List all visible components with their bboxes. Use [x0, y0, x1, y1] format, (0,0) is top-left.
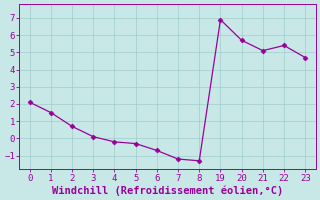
X-axis label: Windchill (Refroidissement éolien,°C): Windchill (Refroidissement éolien,°C) — [52, 185, 283, 196]
